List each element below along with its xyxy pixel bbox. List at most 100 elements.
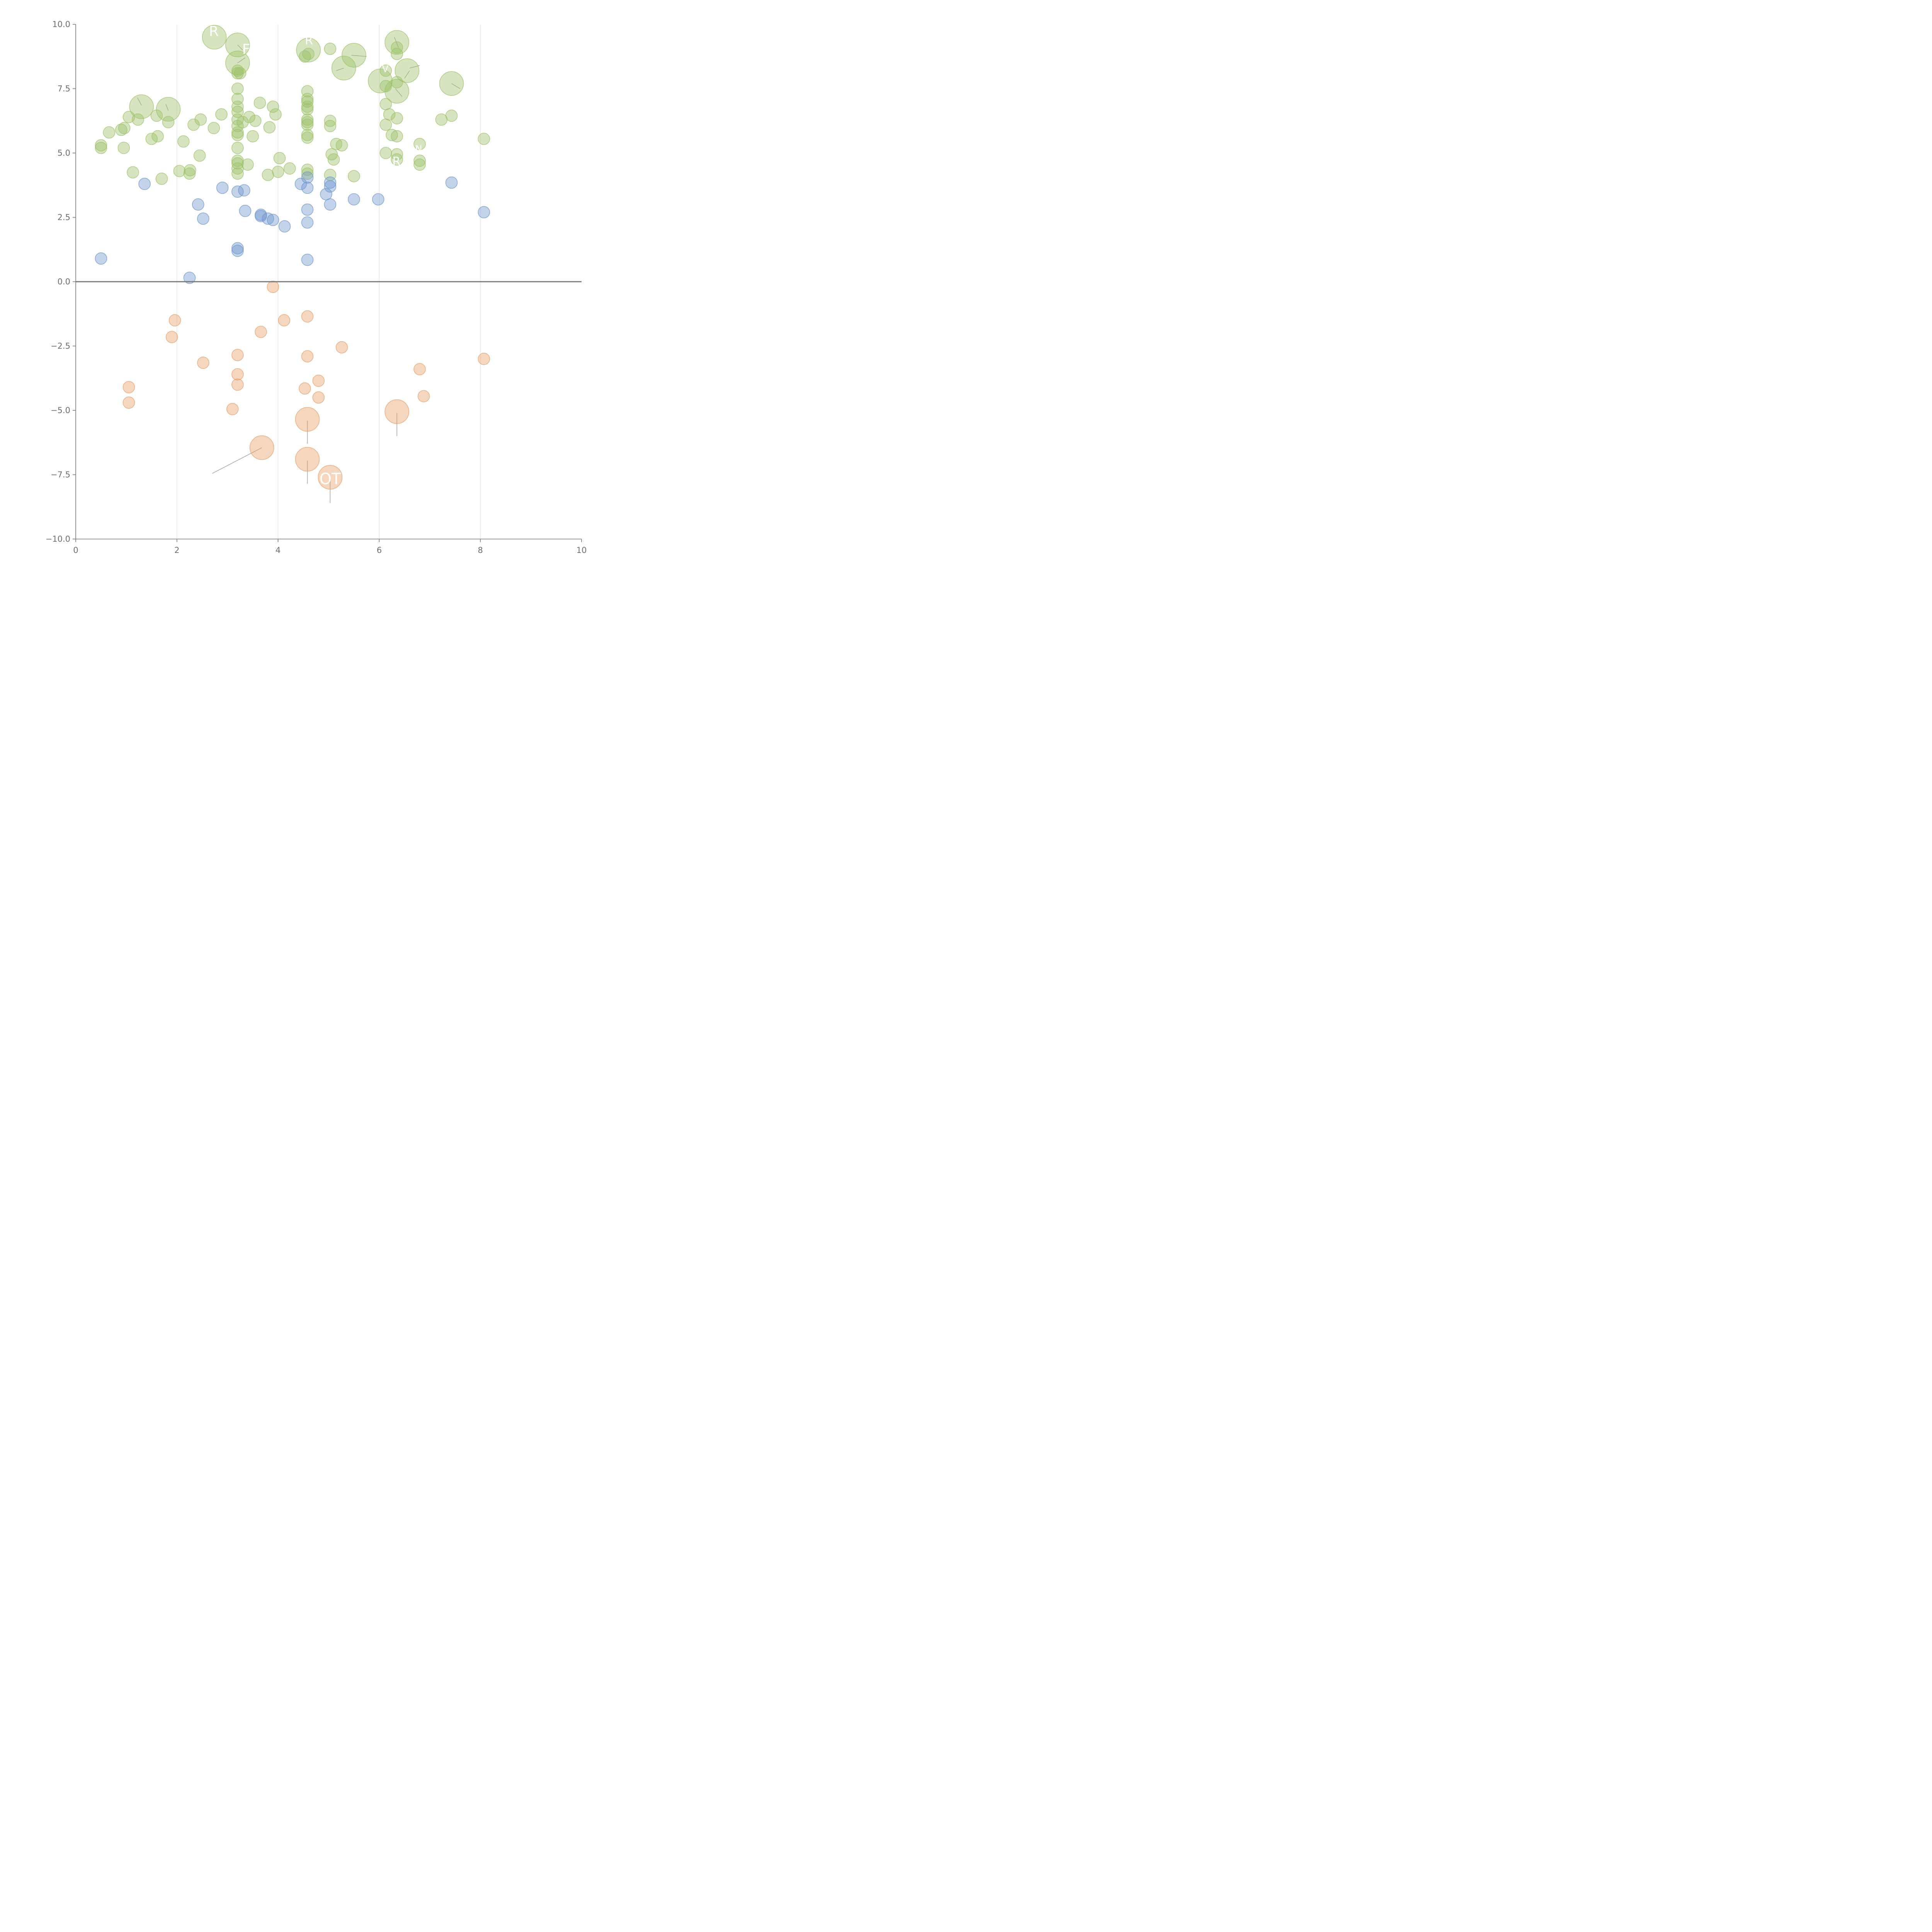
green-bubble <box>231 67 244 80</box>
bubble-annotation: F <box>242 42 250 58</box>
green-bubble <box>155 172 168 185</box>
blue-bubble <box>301 216 314 229</box>
green-bubble <box>145 133 158 145</box>
orange-bubble <box>312 391 325 404</box>
leader-line <box>394 37 399 48</box>
orange-bubble <box>312 374 325 387</box>
x-tick-label: 0 <box>73 546 78 555</box>
green-bubble <box>413 155 426 167</box>
green-bubble <box>236 116 249 128</box>
orange-bubble <box>197 356 209 369</box>
green-bubble <box>262 168 274 181</box>
green-bubble <box>379 118 392 131</box>
leader-line <box>237 44 243 51</box>
y-tick-label: −2.5 <box>51 342 70 351</box>
green-bubble <box>413 138 426 150</box>
green-bubble <box>207 122 220 134</box>
green-bubble <box>215 108 228 121</box>
green-bubble <box>391 48 403 60</box>
bubble-annotation: N <box>415 143 422 154</box>
x-tick-label: 10 <box>577 546 587 555</box>
green-bubble <box>301 103 314 116</box>
green-bubble <box>156 97 181 122</box>
leader-line <box>404 70 410 79</box>
orange-bubble <box>318 465 343 490</box>
orange-bubble <box>413 363 426 376</box>
blue-bubble <box>294 178 307 190</box>
x-tick-label: 6 <box>377 546 382 555</box>
green-bubble <box>413 158 426 171</box>
green-bubble <box>234 67 247 80</box>
orange-bubble <box>122 396 135 409</box>
blue-bubble <box>445 176 458 189</box>
leader-line <box>165 104 169 111</box>
green-bubble <box>283 162 296 175</box>
leader-line <box>395 88 402 97</box>
green-bubble <box>331 56 356 81</box>
orange-bubble <box>301 350 314 362</box>
green-bubble <box>301 116 314 128</box>
y-ticks: 10.0 7.5 5.0 2.5 0.0 −2.5 −5.0 −7.5 −10.0 <box>46 20 76 544</box>
orange-bubble <box>384 399 410 424</box>
green-bubble <box>150 109 163 122</box>
green-bubble <box>439 71 464 96</box>
orange-bubble <box>299 382 311 395</box>
green-bubble <box>231 141 244 154</box>
green-bubble <box>225 32 250 58</box>
blue-bubble <box>183 272 196 284</box>
green-bubble <box>272 165 284 178</box>
blue-bubble <box>138 178 151 190</box>
blue-bubble <box>301 171 314 184</box>
x-tick-label: 8 <box>478 546 483 555</box>
green-bubble <box>231 157 244 170</box>
blue-bubble <box>255 210 267 222</box>
blue-bubble <box>478 206 490 218</box>
annotations: OT R F R R V N <box>209 24 422 488</box>
blue-bubble <box>95 252 107 265</box>
green-bubble <box>95 139 107 151</box>
leader-line <box>336 68 344 71</box>
green-bubble <box>231 65 244 77</box>
green-bubble <box>301 113 314 126</box>
green-bubble <box>187 118 200 131</box>
green-bubble <box>383 108 396 121</box>
green-bubble <box>348 170 360 182</box>
blue-bubble <box>348 193 360 206</box>
green-bubble <box>391 41 403 54</box>
green-bubble <box>386 129 398 141</box>
green-bubble <box>296 37 321 63</box>
blue-bubble <box>301 253 314 266</box>
orange-bubble <box>295 407 320 432</box>
y-tick-label: 5.0 <box>58 148 70 158</box>
blue-bubble <box>324 198 337 211</box>
green-bubble <box>267 100 279 113</box>
green-bubble <box>301 129 314 141</box>
green-bubble <box>301 131 314 144</box>
orange-bubble <box>417 390 430 403</box>
blue-bubble <box>301 182 314 194</box>
x-tick-label: 4 <box>276 546 281 555</box>
blue-bubble <box>324 180 337 193</box>
blue-bubble <box>238 184 250 197</box>
y-tick-label: −5.0 <box>51 406 70 415</box>
blue-bubble <box>231 242 244 255</box>
green-bubble <box>379 147 392 159</box>
green-bubble <box>231 126 244 139</box>
blue-bubble <box>372 193 384 206</box>
orange-bubble <box>335 341 348 354</box>
orange-bubble <box>267 281 279 293</box>
green-bubble <box>324 114 337 127</box>
green-bubble <box>127 166 139 179</box>
green-bubble <box>184 164 196 177</box>
y-tick-label: 0.0 <box>58 277 70 286</box>
blue-bubble <box>301 203 314 216</box>
x-tick-label: 2 <box>174 546 179 555</box>
green-bubble <box>117 141 130 154</box>
green-bubble <box>243 111 255 123</box>
green-bubble <box>445 109 458 122</box>
leader-line <box>212 447 262 474</box>
green-bubble <box>395 58 420 83</box>
bubble-annotation: OT <box>319 470 341 488</box>
leader-lines <box>137 37 461 503</box>
blue-bubble <box>239 205 252 217</box>
